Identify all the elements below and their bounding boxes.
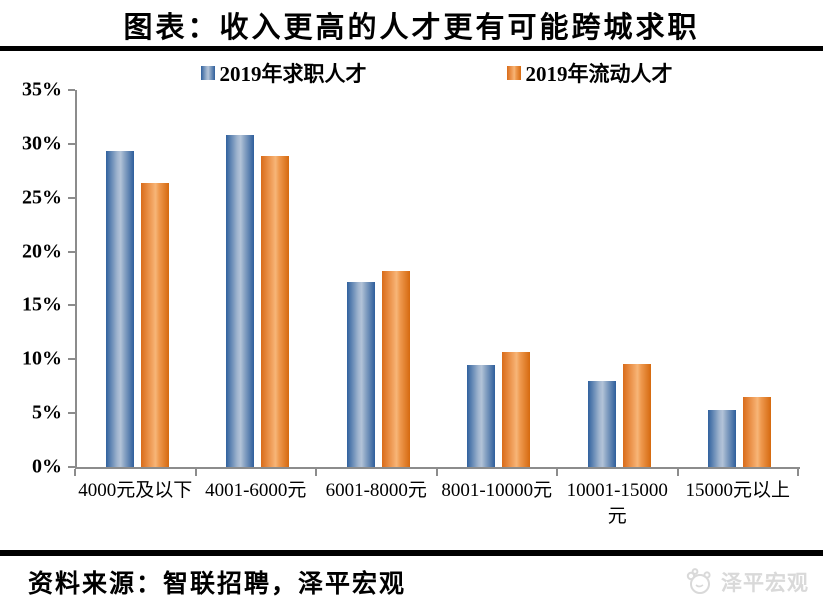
bar-group xyxy=(77,90,198,467)
bar-series-0 xyxy=(226,135,255,467)
bar-groups xyxy=(77,90,800,467)
y-tick-label: 20% xyxy=(22,240,62,263)
y-tick-label: 30% xyxy=(22,132,62,155)
chart-title: 图表：收入更高的人才更有可能跨城求职 xyxy=(123,12,700,44)
bar-group xyxy=(439,90,560,467)
x-tick-mark xyxy=(676,469,679,476)
x-tick-mark xyxy=(797,469,799,476)
x-category-label-text: 10001-15000元 xyxy=(566,480,668,527)
legend-swatch-icon xyxy=(200,66,215,80)
watermark: 泽平宏观 xyxy=(683,566,809,598)
legend-item-0: 2019年求职人才 xyxy=(200,58,367,88)
x-axis-labels: 4000元及以下 4001-6000元 6001-8000元 8001-10000元 1… xyxy=(75,478,798,529)
y-tick-mark xyxy=(68,89,75,91)
bar-series-1 xyxy=(743,397,772,467)
y-tick-mark xyxy=(68,250,75,253)
y-tick-label: 35% xyxy=(22,78,62,101)
bar-series-1 xyxy=(502,351,531,467)
y-tick-mark xyxy=(68,412,75,415)
y-tick-label: 0% xyxy=(32,455,62,478)
x-category-label-text: 8001-10000元 xyxy=(441,480,553,501)
x-tick-mark xyxy=(194,469,197,476)
legend-swatch-icon xyxy=(506,66,521,80)
bar-series-1 xyxy=(381,270,410,467)
x-category-label: 4001-6000元 xyxy=(196,478,317,529)
watermark-label: 泽平宏观 xyxy=(721,571,809,595)
x-category-label: 8001-10000元 xyxy=(437,478,558,529)
top-divider xyxy=(0,46,823,51)
panda-logo-icon xyxy=(686,568,711,594)
x-category-label-text: 6001-8000元 xyxy=(325,480,427,501)
bar-series-0 xyxy=(587,380,616,467)
x-category-label-text: 15000元以上 xyxy=(685,480,790,501)
x-category-label-text: 4001-6000元 xyxy=(205,480,307,501)
y-tick-mark xyxy=(68,142,75,145)
bar-group xyxy=(559,90,680,467)
y-tick-label: 15% xyxy=(22,293,62,316)
x-tick-mark xyxy=(315,469,317,476)
x-category-label: 10001-15000元 xyxy=(557,478,678,529)
bar-series-0 xyxy=(346,281,375,467)
y-tick-mark xyxy=(68,466,75,468)
x-category-label: 15000元以上 xyxy=(678,478,799,529)
bar-series-0 xyxy=(708,409,737,467)
plot-area xyxy=(75,90,800,469)
y-axis-labels: 0% 5% 10% 15% 20% 25% 30% 35% xyxy=(0,79,62,478)
legend-label: 2019年流动人才 xyxy=(525,62,673,86)
x-tick-mark xyxy=(74,469,76,476)
x-tick-mark xyxy=(556,469,558,476)
x-category-label: 4000元及以下 xyxy=(75,478,196,529)
bar-group xyxy=(198,90,319,467)
y-tick-mark xyxy=(68,196,75,199)
bar-group xyxy=(680,90,801,467)
y-tick-mark xyxy=(68,304,75,307)
x-tick-mark xyxy=(435,469,438,476)
legend-label: 2019年求职人才 xyxy=(219,62,367,86)
bottom-divider xyxy=(0,550,823,556)
y-tick-label: 10% xyxy=(22,347,62,370)
bar-series-1 xyxy=(140,182,169,467)
y-tick-label: 25% xyxy=(22,186,62,209)
legend: 2019年求职人才 2019年流动人才 xyxy=(75,58,798,88)
bar-series-1 xyxy=(622,363,651,467)
bar-series-0 xyxy=(105,151,134,467)
bar-series-0 xyxy=(467,364,496,467)
y-tick-mark xyxy=(68,358,75,361)
source-note: 资料来源：智联招聘，泽平宏观 xyxy=(28,571,407,598)
bar-group xyxy=(318,90,439,467)
x-category-label: 6001-8000元 xyxy=(316,478,437,529)
bar-series-1 xyxy=(261,155,290,467)
legend-item-1: 2019年流动人才 xyxy=(506,58,673,88)
y-tick-label: 5% xyxy=(32,401,62,424)
x-category-label-text: 4000元及以下 xyxy=(78,480,193,501)
